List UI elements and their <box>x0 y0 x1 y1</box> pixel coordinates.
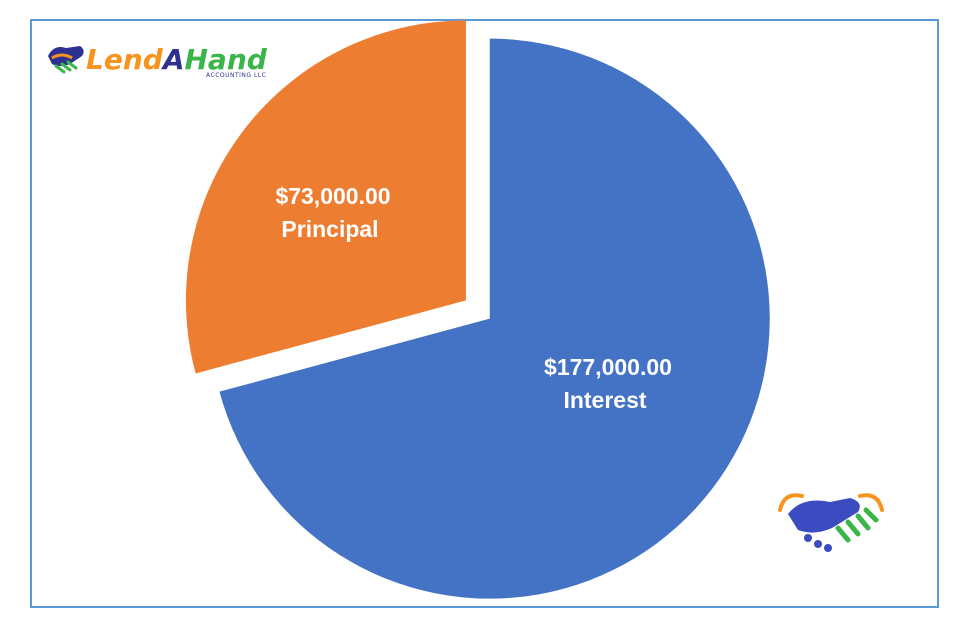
brand-logo: LendAHand ACCOUNTING LLC <box>48 43 268 79</box>
slice-name-label-principal: Principal <box>281 216 378 242</box>
brand-subtitle: ACCOUNTING LLC <box>206 72 266 79</box>
slice-name-label-interest: Interest <box>563 387 646 413</box>
slice-value-label-interest: $177,000.00 <box>544 354 672 380</box>
handshake-icon <box>48 46 84 74</box>
brand-name: LendAHand <box>86 43 268 76</box>
pie-slice-interest <box>219 38 770 599</box>
pie-slices <box>185 20 770 599</box>
slice-value-label-principal: $73,000.00 <box>275 183 390 209</box>
pie-slice-principal <box>185 20 466 374</box>
handshake-icon <box>778 493 884 552</box>
